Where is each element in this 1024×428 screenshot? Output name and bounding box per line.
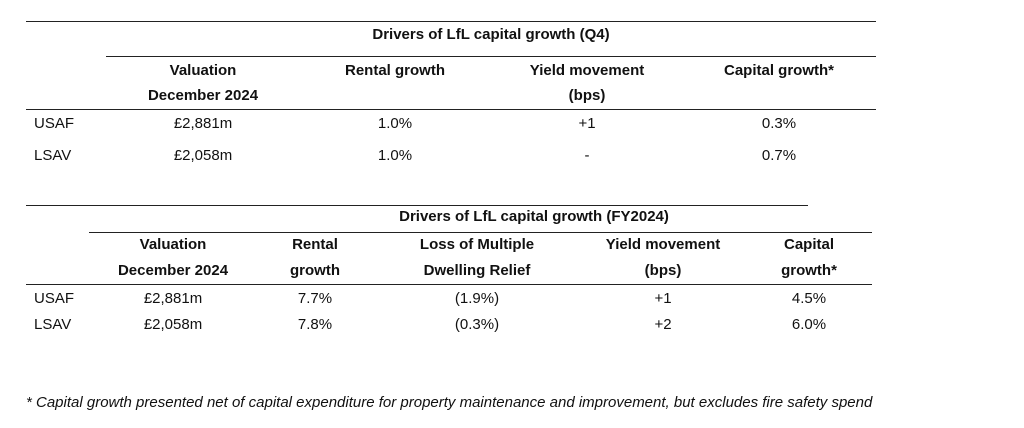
table-cell: +1 [578,115,596,132]
row-label: USAF [34,290,75,307]
divider [89,232,872,233]
divider [26,205,808,206]
column-header-valuation: Valuation [169,62,237,79]
table-cell: £2,058m [173,147,233,164]
divider [26,21,876,22]
table-cell: 0.7% [761,147,797,164]
table-cell: 6.0% [791,316,827,333]
divider [26,284,872,285]
column-header-yield-movement: Yield movement [605,236,721,253]
column-header-valuation: Valuation [139,236,207,253]
table-cell: £2,058m [143,316,203,333]
table-cell: (0.3%) [454,316,500,333]
column-header-rental-growth: growth [290,262,340,279]
table-cell: +2 [654,316,672,333]
column-header-mdr: Dwelling Relief [423,262,531,279]
table-cell: £2,881m [143,290,203,307]
column-header-yield-movement: (bps) [644,262,682,279]
divider [26,109,876,110]
divider [106,56,876,57]
table-cell: 0.3% [761,115,797,132]
column-header-capital-growth: growth* [781,262,837,279]
table-cell: 4.5% [791,290,827,307]
column-header-yield-movement: (bps) [568,87,606,104]
table-title: Drivers of LfL capital growth (FY2024) [399,208,669,225]
row-label: USAF [34,115,75,132]
column-header-capital-growth: Capital growth* [723,62,835,79]
table-cell: +1 [654,290,672,307]
column-header-valuation: December 2024 [147,87,259,104]
table-cell: £2,881m [173,115,233,132]
column-header-yield-movement: Yield movement [529,62,645,79]
table-cell: - [584,147,590,164]
column-header-valuation: December 2024 [117,262,229,279]
table-cell: (1.9%) [454,290,500,307]
column-header-mdr: Loss of Multiple [419,236,535,253]
table-title: Drivers of LfL capital growth (Q4) [372,26,610,43]
table-cell: 7.7% [297,290,333,307]
column-header-capital-growth: Capital [783,236,835,253]
column-header-rental-growth: Rental growth [345,62,445,79]
row-label: LSAV [34,316,72,333]
table-cell: 7.8% [297,316,333,333]
footnote: * Capital growth presented net of capita… [26,394,873,411]
column-header-rental-growth: Rental [292,236,338,253]
table-cell: 1.0% [377,115,413,132]
table-cell: 1.0% [377,147,413,164]
row-label: LSAV [34,147,72,164]
